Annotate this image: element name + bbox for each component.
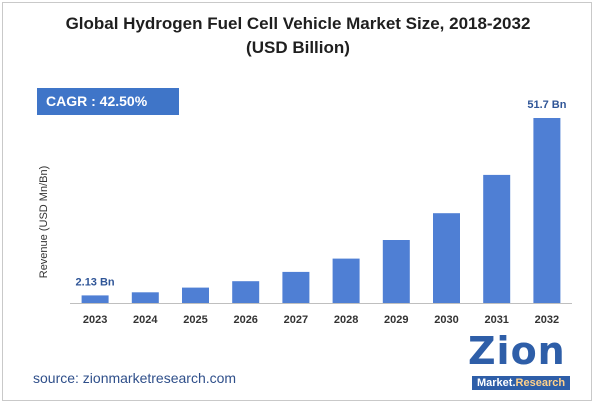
cagr-badge: CAGR : 42.50% (37, 88, 179, 115)
logo-main-text: Zion (468, 329, 566, 373)
data-label-2023: 2.13 Bn (76, 276, 115, 288)
x-tick-2027: 2027 (284, 314, 308, 326)
logo-sub-market: Market. (477, 377, 516, 389)
bar-2030 (433, 213, 460, 303)
x-tick-2031: 2031 (484, 314, 508, 326)
bar-2026 (232, 281, 260, 303)
bar-2023 (81, 295, 109, 303)
x-tick-2026: 2026 (233, 314, 257, 326)
bar-2024 (131, 292, 159, 303)
bar-2029 (382, 240, 410, 303)
x-tick-2030: 2030 (434, 314, 458, 326)
bar-2028 (332, 258, 360, 303)
x-tick-2024: 2024 (133, 314, 158, 326)
logo-subtitle: Market.Research (472, 376, 571, 390)
x-tick-2032: 2032 (535, 314, 559, 326)
logo-wordmark: Zion (468, 329, 566, 373)
x-tick-2028: 2028 (334, 314, 358, 326)
logo-sub-research: Research (515, 377, 566, 389)
x-tick-2025: 2025 (183, 314, 207, 326)
source-text: source: zionmarketresearch.com (33, 370, 237, 386)
x-tick-2029: 2029 (384, 314, 408, 326)
bar-2025 (182, 287, 209, 303)
data-label-2032: 51.7 Bn (527, 99, 566, 111)
bar-2032 (533, 118, 561, 303)
chart-title: Global Hydrogen Fuel Cell Vehicle Market… (0, 12, 596, 60)
bar-2027 (282, 271, 310, 303)
chart-title-line2: (USD Billion) (246, 38, 350, 57)
x-tick-2023: 2023 (83, 314, 107, 326)
bar-2031 (483, 174, 511, 303)
chart-title-line1: Global Hydrogen Fuel Cell Vehicle Market… (65, 14, 531, 33)
zion-logo: Zion Market.Research (464, 329, 571, 397)
